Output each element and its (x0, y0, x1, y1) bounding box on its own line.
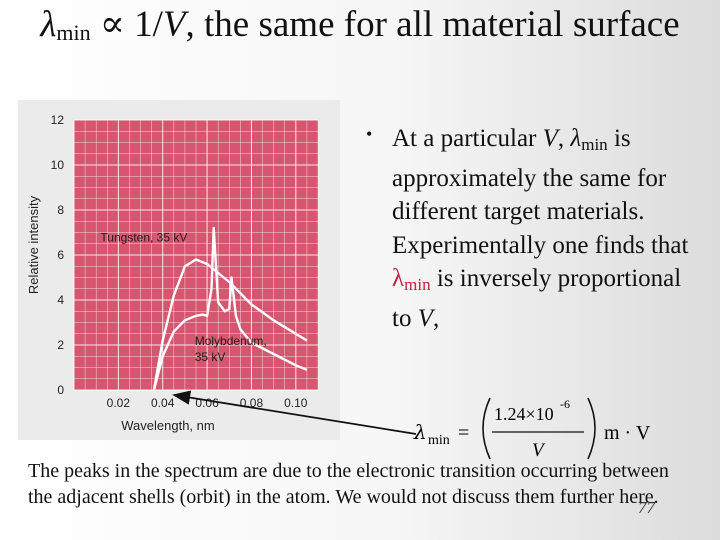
formula-denominator: V (532, 440, 546, 461)
formula-right-paren (587, 397, 596, 460)
bullet-part-2: , (557, 125, 571, 152)
spectrum-chart: 0 2 4 6 8 10 12 0.02 0.04 0.06 0.08 0.10 Wavelength,… (18, 100, 340, 440)
series-line-tungsten (152, 258, 308, 391)
formula-lambda-subscript: min (428, 433, 450, 448)
x-tick-label: 0.10 (284, 396, 308, 410)
formula-equals: = (458, 422, 469, 444)
annotation-molybdenum-kv: 35 kV (195, 350, 226, 364)
formula-numerator: 1.24×10 (494, 404, 554, 424)
spectrum-chart-svg: 0 2 4 6 8 10 12 0.02 0.04 0.06 0.08 0.10 Wavelength,… (18, 100, 340, 440)
title-lambda-subscript: min (56, 20, 91, 45)
y-tick-label: 2 (57, 338, 64, 352)
formula-lambda: λ (413, 420, 427, 444)
title-lambda: λ (40, 4, 57, 45)
bullet-marker: • (366, 124, 373, 144)
series-line-molybdenum (152, 226, 308, 391)
y-tick-label: 8 (57, 203, 64, 217)
bullet-voltage-1: V (542, 125, 558, 152)
x-tick-label: 0.02 (107, 396, 131, 410)
footer-text: The peaks in the spectrum are due to the… (28, 460, 669, 508)
bullet-part-4: is inversely proportional to (392, 265, 682, 332)
y-tick-label: 0 (57, 383, 64, 397)
slide-number: 77 (638, 498, 655, 517)
bullet-voltage-2: V (417, 304, 433, 332)
annotation-tungsten: Tungsten, 35 kV (100, 231, 187, 245)
x-tick-label: 0.06 (195, 396, 219, 410)
bullet-lambda-2-subscript: min (404, 275, 431, 294)
formula-units: m · V (604, 422, 651, 444)
bullet-text: At a particular V, λmin is approximately… (392, 122, 702, 335)
annotation-molybdenum: Molybdenum, (195, 334, 267, 348)
x-tick-label: 0.04 (151, 396, 175, 410)
y-axis-label: Relative intensity (26, 195, 41, 294)
lambda-min-formula: λ min = 1.24×10 -6 V m · V (413, 397, 651, 461)
slide-title: λmin ∝ 1/V, the same for all material su… (20, 2, 700, 56)
y-tick-label: 4 (57, 293, 64, 307)
bullet-part-1: At a particular (392, 125, 543, 152)
y-tick-label: 12 (51, 113, 65, 127)
formula-exponent: -6 (560, 397, 570, 411)
y-tick-label: 6 (57, 248, 64, 262)
title-voltage: V (162, 4, 186, 45)
bullet-lambda-1-subscript: min (581, 135, 608, 154)
bullet-part-5: , (432, 304, 440, 332)
formula-left-paren (482, 397, 491, 460)
bullet-part-3: is approximately the same for different … (392, 125, 689, 259)
title-proportional: ∝ 1/ (90, 4, 163, 45)
bullet-lambda-2: λ (392, 265, 405, 292)
title-rest: , the same for all material surface (185, 4, 680, 45)
bullet-lambda-1: λ (570, 125, 582, 152)
x-tick-label: 0.08 (240, 396, 264, 410)
x-axis-label: Wavelength, nm (121, 418, 214, 433)
y-tick-label: 10 (51, 158, 65, 172)
